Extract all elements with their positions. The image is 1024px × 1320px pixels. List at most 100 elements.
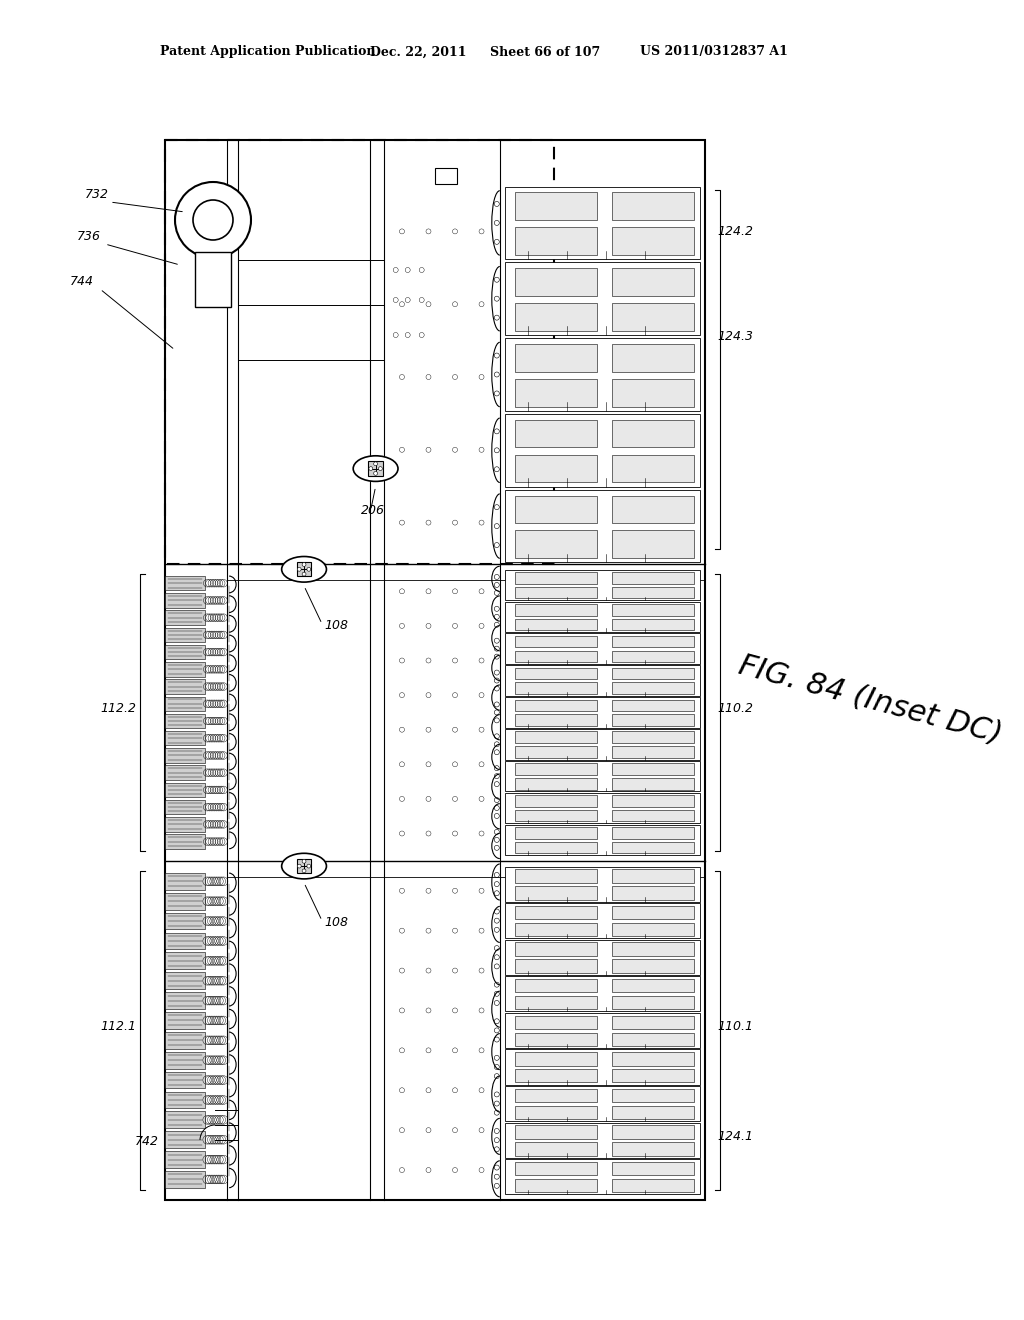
Bar: [505, 570, 700, 601]
Bar: [515, 923, 597, 936]
Bar: [515, 227, 597, 255]
Bar: [165, 783, 206, 797]
Bar: [165, 1111, 206, 1129]
Bar: [515, 810, 597, 821]
Bar: [612, 668, 694, 680]
Bar: [165, 1032, 206, 1048]
Bar: [612, 842, 694, 853]
Bar: [515, 763, 597, 775]
Bar: [505, 977, 700, 1011]
Bar: [515, 636, 597, 647]
Bar: [612, 1106, 694, 1119]
Bar: [515, 651, 597, 663]
Bar: [165, 1012, 206, 1028]
Bar: [612, 777, 694, 789]
Bar: [515, 1069, 597, 1082]
Bar: [612, 345, 694, 372]
Bar: [165, 1072, 206, 1089]
Bar: [165, 1092, 206, 1109]
Bar: [612, 227, 694, 255]
Bar: [505, 903, 700, 939]
Bar: [612, 1015, 694, 1030]
Circle shape: [369, 467, 373, 470]
Circle shape: [302, 562, 306, 566]
Bar: [165, 912, 206, 929]
Bar: [612, 531, 694, 558]
Ellipse shape: [353, 455, 398, 482]
Circle shape: [302, 859, 306, 863]
Bar: [515, 828, 597, 838]
Bar: [165, 680, 206, 694]
Bar: [505, 602, 700, 632]
Bar: [515, 1052, 597, 1065]
Text: 112.1: 112.1: [100, 1020, 136, 1034]
Bar: [515, 960, 597, 973]
Bar: [165, 1171, 206, 1188]
Bar: [165, 933, 206, 949]
Text: FIG. 84 (Inset DC): FIG. 84 (Inset DC): [735, 651, 1005, 750]
Bar: [612, 923, 694, 936]
Bar: [165, 576, 206, 590]
Bar: [515, 886, 597, 899]
Text: 732: 732: [85, 187, 109, 201]
Bar: [612, 651, 694, 663]
Bar: [515, 345, 597, 372]
Bar: [165, 973, 206, 989]
Bar: [165, 1131, 206, 1148]
Bar: [505, 1049, 700, 1085]
Bar: [515, 605, 597, 615]
Bar: [612, 636, 694, 647]
Bar: [515, 304, 597, 331]
Text: 124.2: 124.2: [717, 224, 753, 238]
Bar: [515, 1015, 597, 1030]
Bar: [165, 834, 206, 849]
Bar: [505, 1159, 700, 1195]
Bar: [515, 906, 597, 919]
Bar: [515, 1032, 597, 1045]
Ellipse shape: [282, 557, 327, 582]
Bar: [612, 906, 694, 919]
Bar: [515, 572, 597, 583]
Bar: [515, 379, 597, 407]
Bar: [515, 454, 597, 482]
Circle shape: [379, 467, 382, 470]
Bar: [515, 842, 597, 853]
Bar: [505, 1122, 700, 1158]
Bar: [612, 810, 694, 821]
Bar: [505, 793, 700, 824]
Circle shape: [307, 568, 310, 572]
Bar: [297, 562, 311, 577]
Bar: [505, 940, 700, 974]
Bar: [165, 817, 206, 832]
Text: 736: 736: [77, 230, 101, 243]
Bar: [505, 1086, 700, 1121]
Bar: [612, 700, 694, 711]
Bar: [612, 572, 694, 583]
Bar: [165, 140, 705, 1200]
Bar: [612, 870, 694, 883]
Bar: [515, 995, 597, 1010]
Text: 206: 206: [360, 504, 385, 516]
Bar: [165, 610, 206, 624]
Bar: [612, 979, 694, 993]
Bar: [515, 1126, 597, 1139]
Bar: [165, 697, 206, 711]
Bar: [612, 1179, 694, 1192]
Bar: [165, 663, 206, 677]
Circle shape: [374, 471, 378, 475]
Text: Sheet 66 of 107: Sheet 66 of 107: [490, 45, 600, 58]
Bar: [612, 1032, 694, 1045]
Bar: [505, 634, 700, 664]
Bar: [515, 700, 597, 711]
Text: 742: 742: [135, 1135, 159, 1148]
Bar: [505, 697, 700, 727]
Text: 124.1: 124.1: [717, 1130, 753, 1143]
Ellipse shape: [282, 853, 327, 879]
Bar: [165, 766, 206, 780]
Text: 744: 744: [70, 275, 94, 288]
Bar: [612, 454, 694, 482]
Bar: [165, 714, 206, 729]
Bar: [612, 886, 694, 899]
Bar: [612, 731, 694, 743]
Bar: [505, 825, 700, 855]
